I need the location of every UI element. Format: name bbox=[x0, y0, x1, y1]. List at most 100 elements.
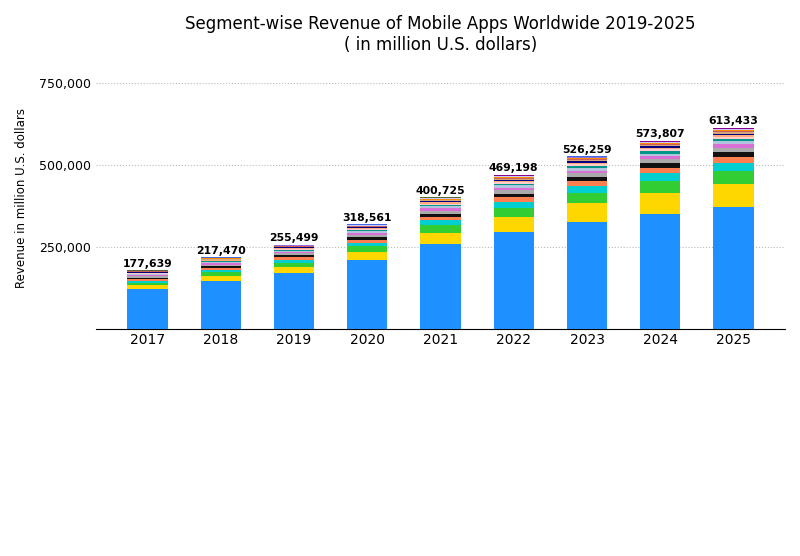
Bar bbox=[127, 289, 167, 329]
Bar bbox=[347, 260, 387, 329]
Bar bbox=[494, 177, 534, 178]
Bar bbox=[640, 173, 681, 181]
Bar bbox=[714, 132, 754, 134]
Bar bbox=[201, 281, 241, 329]
Bar bbox=[274, 248, 314, 249]
Bar bbox=[347, 226, 387, 227]
Bar bbox=[640, 160, 681, 163]
Bar bbox=[201, 260, 241, 261]
Legend:  bbox=[437, 382, 444, 389]
Bar bbox=[127, 285, 167, 289]
Bar bbox=[274, 262, 314, 267]
Bar bbox=[640, 153, 681, 156]
Bar bbox=[640, 143, 681, 144]
Text: 613,433: 613,433 bbox=[709, 116, 758, 126]
Bar bbox=[420, 225, 461, 233]
Text: 255,499: 255,499 bbox=[270, 234, 318, 244]
Bar bbox=[201, 262, 241, 264]
Bar bbox=[640, 156, 681, 160]
Bar bbox=[640, 192, 681, 214]
Bar bbox=[640, 144, 681, 145]
Bar bbox=[567, 181, 607, 186]
Bar bbox=[494, 217, 534, 232]
Bar bbox=[127, 282, 167, 285]
Bar bbox=[494, 176, 534, 177]
Bar bbox=[494, 182, 534, 183]
Bar bbox=[494, 186, 534, 188]
Bar bbox=[420, 245, 461, 329]
Bar bbox=[274, 251, 314, 252]
Bar bbox=[494, 178, 534, 180]
Bar bbox=[201, 261, 241, 262]
Bar bbox=[494, 232, 534, 329]
Bar bbox=[567, 163, 607, 165]
Bar bbox=[127, 277, 167, 279]
Bar bbox=[714, 137, 754, 139]
Text: 217,470: 217,470 bbox=[196, 246, 246, 256]
Bar bbox=[347, 246, 387, 252]
Bar bbox=[127, 279, 167, 281]
Bar bbox=[714, 162, 754, 171]
Bar bbox=[201, 264, 241, 265]
Bar bbox=[494, 188, 534, 190]
Bar bbox=[494, 190, 534, 193]
Bar bbox=[274, 260, 314, 262]
Bar bbox=[274, 273, 314, 329]
Text: 573,807: 573,807 bbox=[635, 129, 685, 139]
Bar bbox=[567, 186, 607, 193]
Text: 526,259: 526,259 bbox=[562, 145, 612, 155]
Bar bbox=[494, 181, 534, 182]
Bar bbox=[640, 150, 681, 151]
Bar bbox=[420, 202, 461, 203]
Bar bbox=[567, 193, 607, 203]
Bar bbox=[201, 272, 241, 276]
Bar bbox=[494, 183, 534, 186]
Bar bbox=[714, 130, 754, 131]
Title: Segment-wise Revenue of Mobile Apps Worldwide 2019-2025
( in million U.S. dollar: Segment-wise Revenue of Mobile Apps Worl… bbox=[186, 15, 696, 54]
Bar bbox=[714, 129, 754, 130]
Bar bbox=[640, 151, 681, 153]
Bar bbox=[420, 206, 461, 208]
Bar bbox=[274, 247, 314, 248]
Text: 400,725: 400,725 bbox=[416, 186, 466, 196]
Text: 177,639: 177,639 bbox=[122, 259, 172, 269]
Bar bbox=[420, 217, 461, 220]
Bar bbox=[201, 270, 241, 272]
Bar bbox=[274, 250, 314, 251]
Bar bbox=[567, 165, 607, 166]
Bar bbox=[714, 145, 754, 148]
Bar bbox=[347, 240, 387, 242]
Bar bbox=[714, 157, 754, 162]
Bar bbox=[567, 160, 607, 161]
Bar bbox=[201, 266, 241, 268]
Bar bbox=[347, 227, 387, 229]
Y-axis label: Revenue in million U.S. dollars: Revenue in million U.S. dollars bbox=[15, 107, 28, 287]
Bar bbox=[420, 203, 461, 205]
Bar bbox=[494, 208, 534, 217]
Bar bbox=[127, 273, 167, 274]
Bar bbox=[347, 242, 387, 246]
Bar bbox=[640, 146, 681, 148]
Bar bbox=[640, 181, 681, 192]
Bar bbox=[640, 168, 681, 173]
Bar bbox=[127, 281, 167, 282]
Bar bbox=[567, 166, 607, 168]
Bar bbox=[347, 231, 387, 233]
Bar bbox=[714, 141, 754, 145]
Bar bbox=[420, 208, 461, 211]
Bar bbox=[567, 161, 607, 163]
Bar bbox=[714, 183, 754, 207]
Bar bbox=[567, 159, 607, 160]
Bar bbox=[567, 222, 607, 329]
Bar bbox=[347, 235, 387, 237]
Bar bbox=[201, 265, 241, 266]
Bar bbox=[640, 163, 681, 168]
Bar bbox=[567, 177, 607, 181]
Bar bbox=[714, 131, 754, 132]
Bar bbox=[714, 171, 754, 183]
Bar bbox=[420, 214, 461, 217]
Bar bbox=[420, 200, 461, 201]
Bar bbox=[201, 276, 241, 281]
Bar bbox=[347, 230, 387, 231]
Text: 469,198: 469,198 bbox=[489, 163, 538, 173]
